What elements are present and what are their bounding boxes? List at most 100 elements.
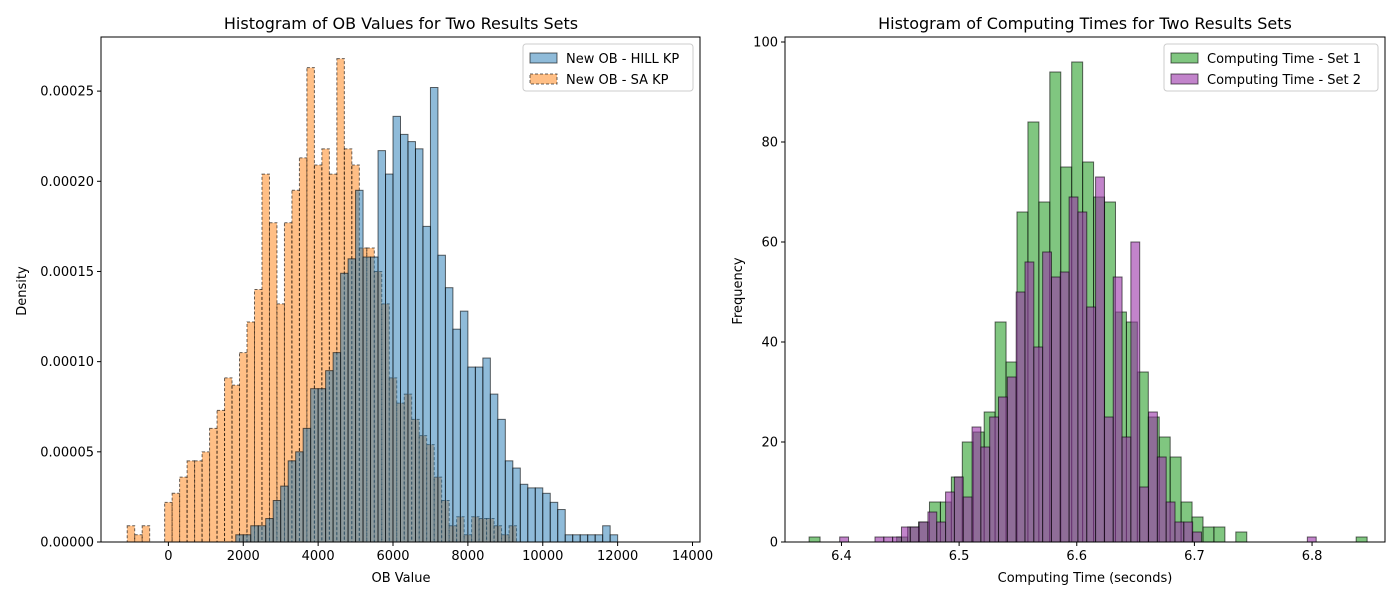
- time-bar-series-1: [1095, 176, 1105, 543]
- ob-y-tick-label: 0.00015: [40, 265, 94, 280]
- ob-bar-series-1: [444, 287, 454, 543]
- ob-x-tick-label: 4000: [302, 549, 335, 564]
- ob-bar-series-0: [186, 460, 196, 543]
- time-legend-label: Computing Time - Set 1: [1207, 52, 1361, 67]
- ob-bar-series-0: [179, 476, 188, 543]
- time-x-tick-label: 6.5: [949, 549, 970, 564]
- time-bar-series-1: [971, 426, 982, 543]
- time-bar-series-0: [808, 536, 821, 543]
- time-bar-series-1: [918, 521, 929, 543]
- time-bar-series-0: [1202, 526, 1215, 543]
- ob-y-tick-label: 0.00020: [40, 175, 94, 190]
- ob-x-axis-label: OB Value: [372, 571, 431, 586]
- ob-bar-series-1: [482, 357, 491, 543]
- ob-bar-series-1: [504, 460, 514, 543]
- time-chart-legend: Computing Time - Set 1 Computing Time - S…: [1163, 43, 1379, 92]
- time-bar-series-1: [962, 496, 973, 543]
- time-bar-series-1: [1192, 531, 1202, 543]
- time-chart-axes: 6.4 6.5 6.6 6.7 6.8 0 20 40 60 80 100: [753, 36, 1386, 564]
- time-y-tick-label: 0: [770, 536, 778, 551]
- time-bar-series-1: [1165, 501, 1176, 543]
- ob-bar-series-0: [268, 222, 278, 543]
- ob-bar-series-1: [512, 467, 521, 543]
- time-y-tick-label: 40: [761, 336, 778, 351]
- ob-bar-series-1: [467, 366, 476, 543]
- time-bar-series-1: [1042, 251, 1052, 543]
- time-x-axis-label: Computing Time (seconds): [998, 571, 1173, 586]
- time-bar-series-0: [1213, 526, 1226, 543]
- time-bar-series-1: [1306, 536, 1317, 543]
- time-bar-series-1: [909, 526, 920, 543]
- time-bar-series-1: [1068, 196, 1079, 543]
- ob-bar-series-1: [362, 256, 372, 543]
- ob-bar-series-1: [414, 148, 424, 543]
- ob-y-tick-label: 0.00000: [40, 536, 94, 551]
- ob-bar-series-1: [579, 534, 589, 543]
- time-y-tick-label: 20: [761, 436, 778, 451]
- ob-bar-series-1: [377, 150, 387, 543]
- ob-histogram-bars: [126, 58, 619, 543]
- time-x-tick-label: 6.7: [1184, 549, 1205, 564]
- ob-legend-swatch: [529, 73, 558, 85]
- ob-bar-series-1: [355, 189, 364, 543]
- time-x-tick-label: 6.6: [1066, 549, 1087, 564]
- ob-bar-series-1: [385, 173, 394, 543]
- time-bar-series-1: [980, 446, 991, 543]
- time-y-axis-label: Frequency: [731, 257, 746, 324]
- time-y-tick-label: 100: [753, 36, 778, 51]
- time-chart-title: Histogram of Computing Times for Two Res…: [878, 14, 1292, 33]
- time-bar-series-1: [892, 536, 902, 543]
- time-bar-series-1: [1050, 276, 1061, 543]
- time-y-tick-label: 60: [761, 236, 778, 251]
- time-bar-series-1: [1015, 291, 1026, 543]
- time-bar-series-0: [1235, 531, 1248, 543]
- time-bar-series-1: [1174, 521, 1185, 543]
- ob-bar-series-0: [321, 148, 330, 543]
- time-legend-box: [1163, 43, 1379, 92]
- ob-bar-series-0: [216, 409, 226, 543]
- time-bar-series-1: [1183, 521, 1194, 543]
- time-bar-series-1: [1006, 376, 1017, 543]
- ob-bar-series-0: [253, 289, 263, 543]
- ob-legend-swatch: [529, 52, 558, 64]
- ob-y-tick-label: 0.00025: [40, 85, 94, 100]
- ob-bar-series-1: [325, 370, 334, 543]
- ob-bar-series-1: [272, 500, 282, 543]
- ob-bar-series-1: [310, 388, 319, 543]
- time-bar-series-1: [1156, 456, 1167, 543]
- ob-bar-series-1: [340, 272, 349, 543]
- ob-x-tick-label: 0: [164, 549, 172, 564]
- time-bar-series-1: [1086, 306, 1097, 543]
- ob-bar-series-1: [370, 256, 379, 543]
- ob-bar-series-0: [141, 525, 151, 543]
- time-bar-series-1: [883, 536, 894, 543]
- ob-bar-series-1: [564, 534, 574, 543]
- ob-x-tick-label: 8000: [451, 549, 484, 564]
- ob-bar-series-0: [276, 303, 285, 543]
- ob-chart-axes: 0 2000 4000 6000 8000 10000 12000 14000 0.00000 0…: [40, 36, 713, 564]
- time-bar-series-1: [989, 416, 1000, 543]
- ob-bar-series-1: [437, 254, 446, 543]
- ob-x-tick-label: 6000: [376, 549, 409, 564]
- ob-bar-series-1: [302, 427, 312, 543]
- ob-bar-series-1: [257, 525, 267, 543]
- ob-y-tick-label: 0.00010: [40, 355, 94, 370]
- ob-legend-label: New OB - SA KP: [566, 73, 669, 88]
- ob-bar-series-1: [280, 485, 289, 543]
- ob-bar-series-1: [534, 487, 544, 543]
- ob-bar-series-1: [429, 87, 439, 543]
- ob-bar-series-1: [235, 534, 244, 543]
- ob-bar-series-1: [392, 115, 402, 543]
- ob-bar-series-0: [126, 525, 136, 543]
- ob-legend-box: [522, 43, 694, 92]
- time-bar-series-1: [953, 476, 964, 543]
- time-bar-series-1: [1103, 416, 1114, 543]
- ob-x-tick-label: 14000: [672, 549, 713, 564]
- ob-bar-series-1: [317, 388, 327, 543]
- ob-bar-series-0: [134, 534, 143, 543]
- ob-y-tick-label: 0.00005: [40, 445, 94, 460]
- ob-bar-series-1: [287, 460, 297, 543]
- time-bar-series-1: [1024, 261, 1035, 543]
- time-x-tick-label: 6.8: [1302, 549, 1323, 564]
